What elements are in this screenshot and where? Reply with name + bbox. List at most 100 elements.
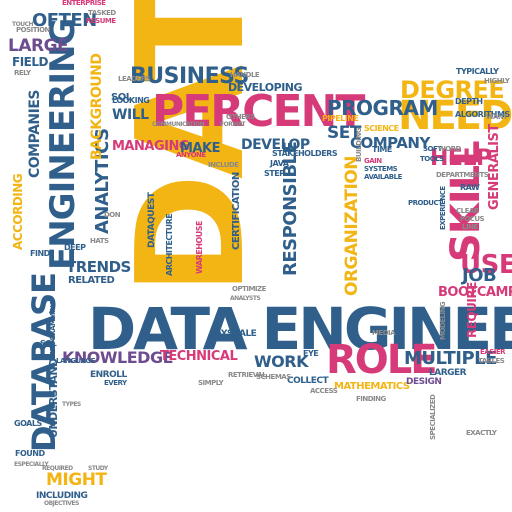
word-help: HELP bbox=[430, 146, 492, 171]
word-large: LARGE bbox=[8, 36, 69, 56]
word-enroll: ENROLL bbox=[90, 370, 127, 380]
word-rely: RELY bbox=[14, 69, 31, 77]
word-hats: HATS bbox=[90, 237, 109, 245]
word-others: OTHERS bbox=[226, 113, 255, 121]
word-finding: FINDING bbox=[356, 395, 386, 403]
word-optimize: OPTIMIZE bbox=[232, 285, 266, 293]
word-systems: SYSTEMS bbox=[364, 165, 398, 173]
word-require: REQUIRE bbox=[465, 282, 479, 338]
word-java: JAVA bbox=[270, 159, 289, 168]
word-tools: TOOLS bbox=[420, 155, 444, 163]
word-simply: SIMPLY bbox=[198, 379, 224, 387]
word-certification: CERTIFICATION bbox=[231, 172, 242, 250]
word-clear: CLEAR bbox=[456, 207, 479, 215]
word-depth: DEPTH bbox=[455, 97, 483, 106]
word-step: STEP bbox=[264, 169, 285, 178]
word-especially: ESPECIALLY bbox=[14, 461, 49, 468]
word-objectives: OBJECTIVES bbox=[44, 500, 79, 507]
word-tasked: TASKED bbox=[88, 9, 116, 17]
word-focus: FOCUS bbox=[460, 215, 485, 223]
word-field: FIELD bbox=[12, 55, 48, 69]
word-looking: LOOKING bbox=[112, 96, 150, 105]
word-role: ROLE bbox=[326, 337, 438, 383]
word-types: TYPES bbox=[62, 401, 81, 408]
word-developing: DEVELOPING bbox=[228, 81, 303, 94]
word-multiple: MULTIPLE bbox=[404, 348, 497, 369]
word-product: PRODUCT bbox=[408, 199, 443, 207]
word-need: NEED bbox=[398, 93, 512, 139]
word-sql-left: SQL bbox=[40, 339, 57, 348]
word-goals: GOALS bbox=[14, 419, 42, 428]
word-anyone: ANYONE bbox=[176, 151, 206, 159]
word-gain: GAIN bbox=[364, 157, 382, 165]
word-don: DON bbox=[104, 211, 121, 219]
word-found: FOUND bbox=[15, 449, 45, 458]
word-technical: TECHNICAL bbox=[160, 349, 238, 364]
word-managing: MANAGING bbox=[112, 139, 190, 154]
word-programming: PROGRAMMING bbox=[49, 300, 57, 356]
word-according: ACCORDING bbox=[11, 173, 25, 250]
word-schemas: SCHEMAS bbox=[256, 373, 291, 381]
word-language: LANGUAGE bbox=[56, 357, 95, 365]
word-larger: LARGER bbox=[429, 368, 467, 378]
word-position: POSITION bbox=[16, 26, 50, 34]
word-knowledge: KNOWLEDGE bbox=[62, 348, 174, 367]
word-departments: DEPARTMENTS bbox=[436, 171, 489, 179]
word-set: SET bbox=[327, 123, 361, 143]
word-communication: COMMUNICATION bbox=[152, 121, 205, 128]
word-enterprise: ENTERPRISE bbox=[62, 0, 106, 7]
word-mathematics: MATHEMATICS bbox=[334, 381, 410, 392]
word-percent: PERCENT bbox=[152, 86, 365, 137]
word-might: MIGHT bbox=[46, 470, 107, 490]
word-program: PROGRAM bbox=[327, 96, 438, 120]
word-touch: TOUCH bbox=[12, 21, 34, 28]
word-specialized: SPECIALIZED bbox=[429, 394, 437, 440]
word-design: DESIGN bbox=[406, 377, 442, 387]
word-often: OFTEN bbox=[32, 10, 97, 31]
word-media: MEDIA bbox=[372, 329, 396, 337]
word-sql-top: SQL bbox=[111, 92, 132, 103]
word-word: WORD bbox=[438, 145, 461, 153]
word-include: INCLUDE bbox=[208, 161, 239, 169]
word-collect: COLLECT bbox=[287, 376, 329, 386]
word-building: BUILDING bbox=[355, 127, 363, 162]
word-modeling: MODELING bbox=[439, 301, 447, 340]
word-bootcamp: BOOTCAMP bbox=[438, 285, 512, 300]
word-use: USE bbox=[460, 250, 512, 280]
word-including: INCLUDING bbox=[36, 491, 88, 501]
word-data-engineer: DATA ENGINEER bbox=[88, 295, 512, 363]
word-work: WORK bbox=[254, 352, 308, 371]
word-raw: RAW bbox=[460, 183, 480, 192]
word-engineering: ENGINEERING bbox=[43, 18, 83, 270]
word-payscale: PAYSCALE bbox=[210, 329, 257, 339]
word-line: LINE bbox=[462, 223, 478, 231]
word-pipeline: PIPELINE bbox=[322, 114, 359, 123]
word-typically: TYPICALLY bbox=[456, 67, 499, 76]
word-handle: HANDLE bbox=[230, 71, 260, 79]
word-business: BUSINESS bbox=[130, 64, 249, 89]
word-related: RELATED bbox=[68, 275, 115, 286]
word-job: JOB bbox=[462, 265, 497, 286]
word-easier: EASIER bbox=[480, 348, 506, 356]
word-will: WILL bbox=[112, 107, 149, 123]
word-science: SCIENCE bbox=[364, 124, 399, 133]
word-dataquest: DATAQUEST bbox=[147, 192, 157, 248]
word-company: COMPANY bbox=[350, 134, 430, 152]
word-trends: TRENDS bbox=[66, 258, 131, 276]
word-tables: TABLES bbox=[478, 357, 505, 365]
word-analysts: ANALYSTS bbox=[230, 295, 261, 302]
word-background: BACKGROUND bbox=[89, 53, 105, 160]
word-stakeholders: STAKEHOLDERS bbox=[272, 149, 338, 158]
word-highly: HIGHLY bbox=[484, 77, 510, 85]
word-study: STUDY bbox=[88, 465, 108, 472]
word-deep: DEEP bbox=[64, 243, 86, 252]
word-develop: DEVELOP bbox=[241, 137, 310, 153]
word-find: FIND bbox=[30, 249, 50, 258]
word-time: TIME bbox=[372, 145, 392, 154]
word-exactly: EXACTLY bbox=[466, 429, 497, 437]
word-eye: EYE bbox=[303, 349, 319, 358]
word-warehouse: WAREHOUSE bbox=[195, 221, 204, 274]
word-algorithms: ALGORITHMS bbox=[455, 110, 510, 119]
word-generalist: GENERALIST bbox=[487, 124, 502, 210]
